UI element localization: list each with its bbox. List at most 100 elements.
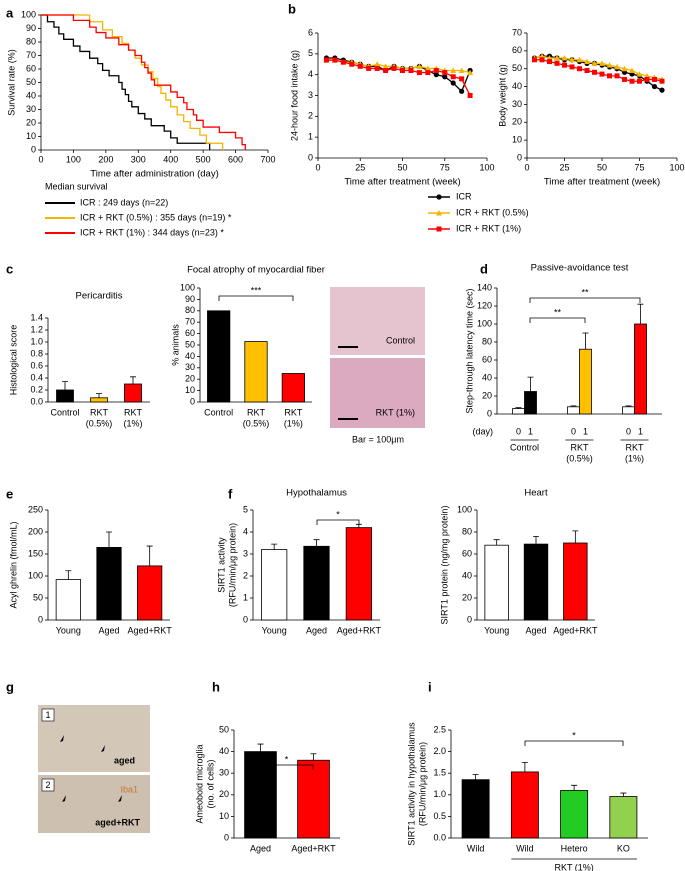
x-tick-label: 100 xyxy=(479,162,494,172)
x-tick-label: Aged xyxy=(306,625,327,635)
marker xyxy=(374,65,380,71)
bar xyxy=(261,549,288,621)
error-bar xyxy=(146,545,153,566)
x-tick-label: Wild xyxy=(467,843,485,853)
x-tick-label: 100 xyxy=(66,154,81,164)
line xyxy=(534,55,663,81)
marker xyxy=(659,87,665,93)
y-tick-label: 0 xyxy=(308,152,313,162)
marker xyxy=(599,71,605,77)
series-label: 0 xyxy=(571,426,576,436)
panel-label: d xyxy=(480,261,488,276)
y-axis-label: % animals xyxy=(170,324,180,366)
marker xyxy=(637,78,642,84)
y-tick-label: 10 xyxy=(26,131,36,141)
legend-entry: ICR : 249 days (n=22) xyxy=(80,197,168,207)
bar xyxy=(579,348,592,415)
x-tick-label: 25 xyxy=(355,162,365,172)
marker xyxy=(467,69,474,76)
bar xyxy=(297,759,330,839)
marker xyxy=(424,65,431,71)
marker xyxy=(569,64,575,70)
bar xyxy=(567,406,580,415)
marker xyxy=(659,78,665,84)
x-tick-label: (1%) xyxy=(284,418,303,428)
error-bar xyxy=(582,332,589,350)
line xyxy=(41,14,211,150)
microglia-image xyxy=(38,775,150,833)
marker xyxy=(450,67,457,73)
y-tick-label: 20 xyxy=(185,374,195,384)
y-tick-label: 40 xyxy=(462,570,472,580)
marker xyxy=(629,67,635,73)
y-tick-label: 4 xyxy=(308,69,313,79)
x-tick-label: Control xyxy=(50,407,79,417)
error-bar xyxy=(313,539,320,547)
histology-image xyxy=(330,287,425,355)
error-bar xyxy=(521,762,528,772)
x-tick-label: 50 xyxy=(597,162,607,172)
bar xyxy=(207,310,231,403)
y-axis-label: SIRT1 protein (ng/mg protein) xyxy=(439,506,449,625)
group-label: RKT (1%) xyxy=(554,862,593,871)
y-axis-label: Ameoboid microglia xyxy=(194,744,204,823)
significance-bracket xyxy=(218,295,294,301)
y-tick-label: 4 xyxy=(243,526,248,536)
y-tick-label: 1 xyxy=(308,132,313,142)
marker xyxy=(614,63,620,70)
y-tick-label: 50 xyxy=(185,339,195,349)
error-bar xyxy=(96,393,102,398)
marker xyxy=(382,63,389,69)
series-label: 1 xyxy=(528,426,533,436)
y-tick-label: 50 xyxy=(512,63,522,73)
y-tick-label: 90 xyxy=(26,23,36,33)
x-tick-label: Wild xyxy=(516,843,534,853)
y-axis-label: (RFU/min/μg protein) xyxy=(227,523,237,607)
y-tick-label: 40 xyxy=(482,372,492,382)
x-tick-label: 600 xyxy=(228,154,243,164)
x-tick-label: Young xyxy=(56,625,81,635)
significance-label: * xyxy=(336,509,340,519)
legend-entry: ICR + RKT (0.5%) xyxy=(456,207,529,217)
x-tick-label: RKT xyxy=(626,442,645,452)
bar xyxy=(510,771,539,839)
marker xyxy=(652,76,657,82)
error-bar xyxy=(570,405,577,407)
y-tick-label: 100 xyxy=(180,282,195,292)
bar xyxy=(523,543,549,621)
chart-title: Heart xyxy=(524,488,548,499)
x-tick-label: Young xyxy=(262,625,287,635)
image-number-box xyxy=(41,708,55,722)
y-axis-label: SIRT1 activity in hypothalamus xyxy=(406,722,416,846)
y-axis-label: (RFU/min/μg protein) xyxy=(417,742,427,826)
marker xyxy=(459,76,465,82)
marker xyxy=(349,61,355,67)
y-tick-label: 0.4 xyxy=(30,372,43,382)
y-tick-label: 80 xyxy=(462,526,472,536)
y-tick-label: 250 xyxy=(28,504,43,514)
panel-label: g xyxy=(6,679,14,694)
error-bar xyxy=(533,536,539,545)
y-tick-label: 0 xyxy=(224,832,229,842)
line xyxy=(41,14,246,150)
bar xyxy=(484,544,509,621)
x-tick-label: Aged+RKT xyxy=(291,843,336,853)
y-tick-label: 60 xyxy=(482,354,492,364)
y-tick-label: 80 xyxy=(482,336,492,346)
x-tick-label: RKT xyxy=(284,407,303,417)
y-tick-label: 40 xyxy=(26,90,36,100)
x-tick-label: 25 xyxy=(559,162,569,172)
series-label: 0 xyxy=(626,426,631,436)
series-label: 1 xyxy=(583,426,588,436)
marker xyxy=(433,72,439,78)
y-tick-label: 70 xyxy=(185,317,195,327)
y-tick-label: 100 xyxy=(457,504,472,514)
y-tick-label: 30 xyxy=(26,104,36,114)
y-tick-label: 120 xyxy=(477,300,492,310)
y-tick-label: 20 xyxy=(512,117,522,127)
image-number: 2 xyxy=(45,780,50,790)
marker xyxy=(614,73,620,79)
significance-label: ** xyxy=(581,287,589,297)
x-tick-label: RKT xyxy=(124,407,143,417)
